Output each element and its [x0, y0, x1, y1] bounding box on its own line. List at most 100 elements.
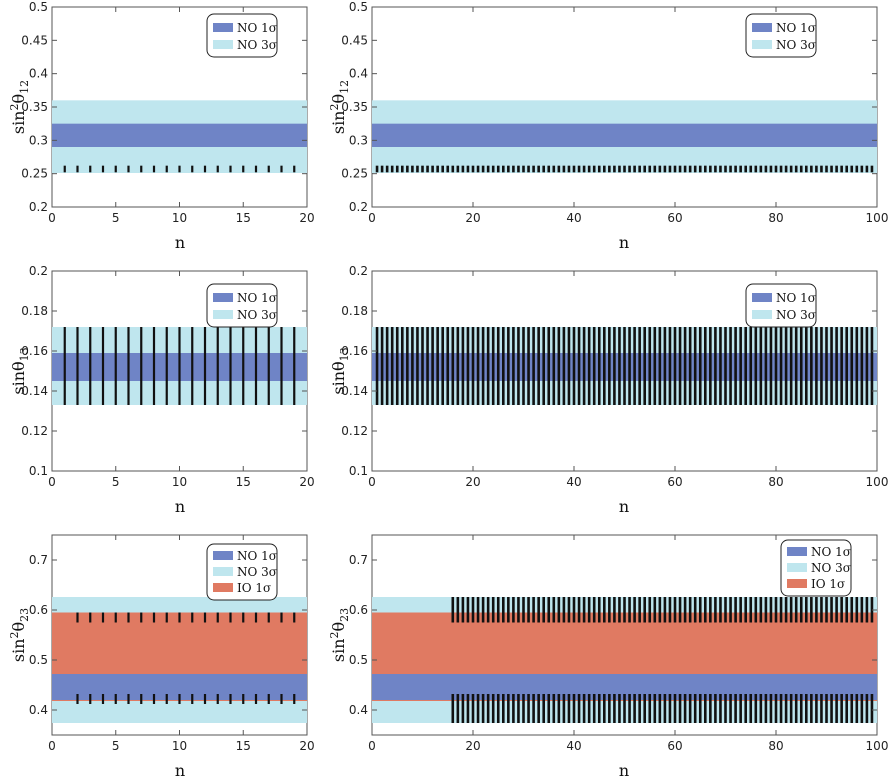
y-tick-label: 0.14	[341, 384, 368, 398]
legend-label-no1: NO 1σ	[776, 21, 816, 35]
legend-swatch-no3	[213, 567, 233, 576]
y-tick-label: 0.1	[29, 464, 48, 478]
x-tick-label: 20	[299, 211, 314, 225]
points	[375, 327, 874, 405]
y-tick-label: 0.14	[21, 384, 48, 398]
x-tick-label: 100	[866, 475, 889, 489]
y-tick-label: 0.5	[349, 653, 368, 667]
legend-swatch-no3	[213, 40, 233, 49]
x-tick-label: 20	[465, 475, 480, 489]
panel-s12-20: 0 5 10 15 200.20.250.30.350.40.450.5 n sin2θ…	[8, 0, 315, 252]
legend-label-no1: NO 1σ	[237, 549, 277, 563]
y-tick-label: 0.2	[29, 264, 48, 278]
points	[375, 165, 874, 173]
x-axis-label: n	[619, 233, 629, 252]
y-tick-label: 0.2	[29, 200, 48, 214]
legend: NO 1σ NO 3σ	[206, 283, 278, 328]
points	[451, 597, 874, 723]
legend-label-no3: NO 3σ	[237, 565, 277, 579]
legend-label-io1: IO 1σ	[811, 577, 845, 591]
y-tick-label: 0.16	[341, 344, 368, 358]
y-tick-label: 0.4	[29, 703, 48, 717]
y-tick-label: 0.3	[349, 133, 368, 147]
x-tick-label: 80	[768, 739, 783, 753]
ticks: 0 5 10 15 20 0.4 0.5 0.6 0.7	[29, 535, 315, 753]
y-tick-label: 0.35	[21, 100, 48, 114]
panel-s23-20: 0 5 10 15 20 0.4 0.5 0.6 0.7 n sin2θ23 NO 1σ NO …	[8, 534, 315, 780]
bands	[372, 100, 877, 173]
y-tick-label: 0.5	[349, 0, 368, 14]
legend-swatch-no3	[752, 40, 772, 49]
legend-swatch-no1	[752, 23, 772, 32]
x-tick-label: 15	[236, 739, 251, 753]
legend: NO 1σ NO 3σ IO 1σ	[206, 543, 278, 601]
y-tick-label: 0.4	[349, 67, 368, 81]
x-tick-label: 15	[236, 211, 251, 225]
points	[76, 612, 296, 704]
y-axis-label: sinθ13	[329, 347, 351, 394]
legend-label-no1: NO 1σ	[776, 291, 816, 305]
legend-swatch-no1	[213, 23, 233, 32]
x-tick-label: 80	[768, 475, 783, 489]
x-tick-label: 20	[299, 475, 314, 489]
x-tick-label: 60	[667, 475, 682, 489]
y-tick-label: 0.7	[29, 553, 48, 567]
points	[63, 165, 296, 173]
legend-label-no3: NO 3σ	[811, 561, 851, 575]
y-tick-label: 0.18	[21, 304, 48, 318]
legend: NO 1σ NO 3σ IO 1σ	[780, 539, 852, 597]
y-axis-label: sin2θ23	[8, 608, 31, 662]
x-tick-label: 5	[112, 739, 120, 753]
legend: NO 1σ NO 3σ	[745, 283, 817, 328]
band-no1	[52, 123, 307, 147]
x-tick-label: 5	[112, 475, 120, 489]
legend-label-io1: IO 1σ	[237, 581, 271, 595]
x-tick-label: 100	[866, 739, 889, 753]
x-tick-label: 60	[667, 739, 682, 753]
legend-swatch-io1	[213, 583, 233, 592]
legend-label-no3: NO 3σ	[237, 308, 277, 322]
x-tick-label: 0	[48, 475, 56, 489]
y-tick-label: 0.18	[341, 304, 368, 318]
points	[63, 327, 296, 405]
legend-swatch-no3	[213, 310, 233, 319]
y-tick-label: 0.5	[29, 653, 48, 667]
y-tick-label: 0.45	[21, 33, 48, 47]
legend-label-no3: NO 3σ	[237, 38, 277, 52]
y-tick-label: 0.25	[21, 167, 48, 181]
y-tick-label: 0.25	[341, 167, 368, 181]
ticks: 0 20 40 60 80 100 0.4 0.5 0.6 0.7	[349, 535, 889, 753]
panel-s13-100: 0 20 40 60 80 100 0.1 0.12 0.14 0.16 0.18 0.2 n sin…	[329, 264, 888, 516]
x-tick-label: 0	[368, 475, 376, 489]
x-tick-label: 40	[566, 475, 581, 489]
y-axis-label: sinθ13	[9, 347, 31, 394]
y-tick-label: 0.35	[341, 100, 368, 114]
panel-s23-100: 0 20 40 60 80 100 0.4 0.5 0.6 0.7 n sin2θ23 NO 1σ…	[328, 534, 889, 780]
x-tick-label: 5	[112, 211, 120, 225]
ticks: 0 5 10 15 20 0.1 0.12 0.14 0.16 0.18 0.2	[21, 264, 314, 489]
x-axis-label: n	[619, 761, 629, 780]
legend-label-no1: NO 1σ	[237, 291, 277, 305]
bands	[52, 100, 307, 173]
x-tick-label: 20	[465, 739, 480, 753]
x-tick-label: 60	[667, 211, 682, 225]
y-tick-label: 0.4	[349, 703, 368, 717]
ticks: 0 20 40 60 80 100 0.2 0.25 0.3 0.35 0.4 0.45 0.5	[341, 0, 888, 225]
legend-swatch-no3	[752, 310, 772, 319]
y-tick-label: 0.12	[21, 424, 48, 438]
bands	[372, 597, 877, 723]
ticks: 0 5 10 15 20 0.2 0.25 0.3 0.35 0.4 0.45 0.5	[21, 0, 314, 225]
y-tick-label: 0.45	[341, 33, 368, 47]
legend-label-no1: NO 1σ	[237, 21, 277, 35]
y-tick-label: 0.7	[349, 553, 368, 567]
x-tick-label: 0	[368, 739, 376, 753]
x-tick-label: 15	[236, 475, 251, 489]
legend-swatch-no3	[787, 563, 807, 572]
y-tick-label: 0.6	[349, 603, 368, 617]
x-tick-label: 10	[172, 211, 187, 225]
y-tick-label: 0.4	[29, 67, 48, 81]
x-axis-label: n	[175, 233, 185, 252]
x-tick-label: 0	[48, 739, 56, 753]
